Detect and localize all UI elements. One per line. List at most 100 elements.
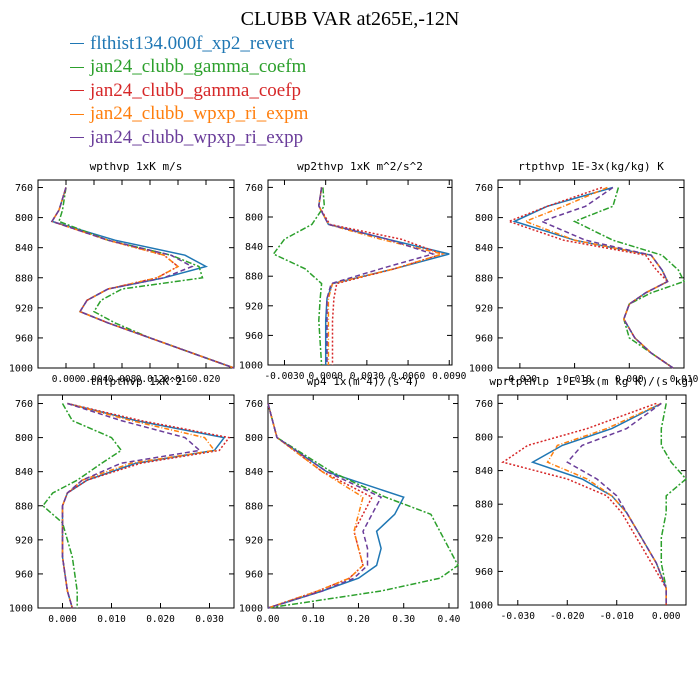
y-tick-label: 800 [245,433,263,444]
legend-item: jan24_clubb_gamma_coefm [70,56,308,80]
series-line [267,403,405,609]
y-tick-label: 880 [475,273,493,284]
x-tick-label: 0.40 [438,614,461,625]
x-tick-label: 0.020 [192,374,221,385]
series-line [530,402,667,605]
plot-frame [497,394,687,606]
panel-title: wp2thvp 1xK m^2/s^2 [297,160,423,173]
panel-title: wpthvp 1xK m/s [90,160,183,173]
series-line [41,403,123,608]
x-tick-label: 0.0060 [391,371,426,382]
x-tick-label: 0.00 [257,614,280,625]
legend-swatch [70,90,84,92]
panel: wpthvp 1xK m/s 760 800 840 880 920 960 1000 0.00… [9,160,235,385]
y-tick-label: 960 [15,569,33,580]
y-tick-label: 920 [475,303,493,314]
y-tick-label: 1000 [239,361,263,372]
y-tick-label: 960 [15,333,33,344]
y-tick-label: 1000 [469,601,493,612]
series-line [267,403,364,609]
legend-swatch [70,66,84,68]
legend-item: jan24_clubb_wpxp_ri_expm [70,103,308,127]
series-line [523,186,674,369]
y-tick-label: 760 [475,183,493,194]
y-tick-label: 920 [475,533,493,544]
series-line [50,187,235,369]
legend-item: flthist134.000f_xp2_revert [70,32,308,56]
panel: rtpthvp 1E-3x(kg/kg) K 760 800 840 880 920 960… [469,160,699,385]
figure-title: CLUBB VAR at265E,-12N [240,8,460,30]
y-tick-label: 1000 [9,364,33,375]
x-tick-label: -0.010 [557,374,592,385]
legend-item: jan24_clubb_wpxp_ri_expp [70,126,308,150]
series-line [50,187,235,369]
series-line [58,187,235,369]
series-line [318,187,450,365]
series-line [267,403,459,609]
plot-frame [37,179,235,369]
panel: wp2thvp 1xK m^2/s^2 760 800 840 880 920 960 100… [239,160,467,382]
x-tick-label: 0.000 [52,374,81,385]
y-tick-label: 920 [245,301,263,312]
x-tick-label: 0.20 [347,614,370,625]
x-tick-label: 0.000 [615,374,644,385]
series-line [318,187,446,365]
panel: wp4 1x(m^4)/(s^4)76080084088092096010000… [239,375,461,625]
x-tick-label: -0.030 [501,611,536,622]
y-tick-label: 800 [15,433,33,444]
x-tick-label: 0.004 [80,374,109,385]
y-tick-label: 920 [245,535,263,546]
x-tick-label: 0.000 [652,611,681,622]
y-tick-label: 760 [15,399,33,410]
y-tick-label: 1000 [9,604,33,615]
y-tick-label: 800 [475,433,493,444]
y-tick-label: 960 [245,331,263,342]
x-tick-label: -0.0030 [264,371,304,382]
x-tick-label: 0.0000 [309,371,344,382]
y-tick-label: 840 [15,243,33,254]
series-line [267,403,374,609]
y-tick-label: 960 [475,333,493,344]
panel-title: thlpthvp 1xK^2 [90,375,183,388]
x-tick-label: 0.10 [302,614,325,625]
series-line [546,402,667,605]
x-tick-label: -0.020 [503,374,538,385]
y-tick-label: 800 [245,213,263,224]
series-line [572,187,686,369]
x-tick-label: -0.020 [550,611,585,622]
y-tick-label: 880 [245,501,263,512]
x-tick-label: 0.30 [392,614,415,625]
y-tick-label: 960 [475,567,493,578]
series-line [267,403,383,609]
series-line [506,186,674,369]
legend-label: jan24_clubb_wpxp_ri_expp [90,126,304,148]
y-tick-label: 960 [245,569,263,580]
plot-frame [37,394,235,609]
y-tick-label: 840 [15,467,33,478]
series-line [660,403,688,605]
legend-label: jan24_clubb_wpxp_ri_expm [90,103,309,125]
panel: thlpthvp 1xK^2 760 800 840 880 920 960 1000 0.00… [9,375,235,625]
y-tick-label: 1000 [239,604,263,615]
series-line [318,187,445,365]
y-tick-label: 840 [475,243,493,254]
panel-title: wprtpthlp 1-E-3x(m kg K)/(s kg) [489,375,694,388]
series-line [318,187,436,365]
legend-label: jan24_clubb_gamma_coefp [90,79,302,101]
panel: wprtpthlp 1-E-3x(m kg K)/(s kg) 760 800 840… [469,375,695,622]
y-tick-label: 1000 [469,364,493,375]
legend-swatch [70,43,84,45]
x-tick-label: 0.010 [97,614,126,625]
panel-title: wp4 1x(m^4)/(s^4) [307,375,420,388]
x-tick-label: 0.008 [108,374,137,385]
y-tick-label: 880 [475,500,493,511]
legend-item: jan24_clubb_gamma_coefp [70,79,308,103]
y-tick-label: 800 [15,213,33,224]
y-tick-label: 800 [475,213,493,224]
y-tick-label: 920 [15,535,33,546]
y-tick-label: 760 [245,399,263,410]
legend-label: jan24_clubb_gamma_coefm [90,56,307,78]
y-tick-label: 840 [475,466,493,477]
y-tick-label: 840 [245,467,263,478]
